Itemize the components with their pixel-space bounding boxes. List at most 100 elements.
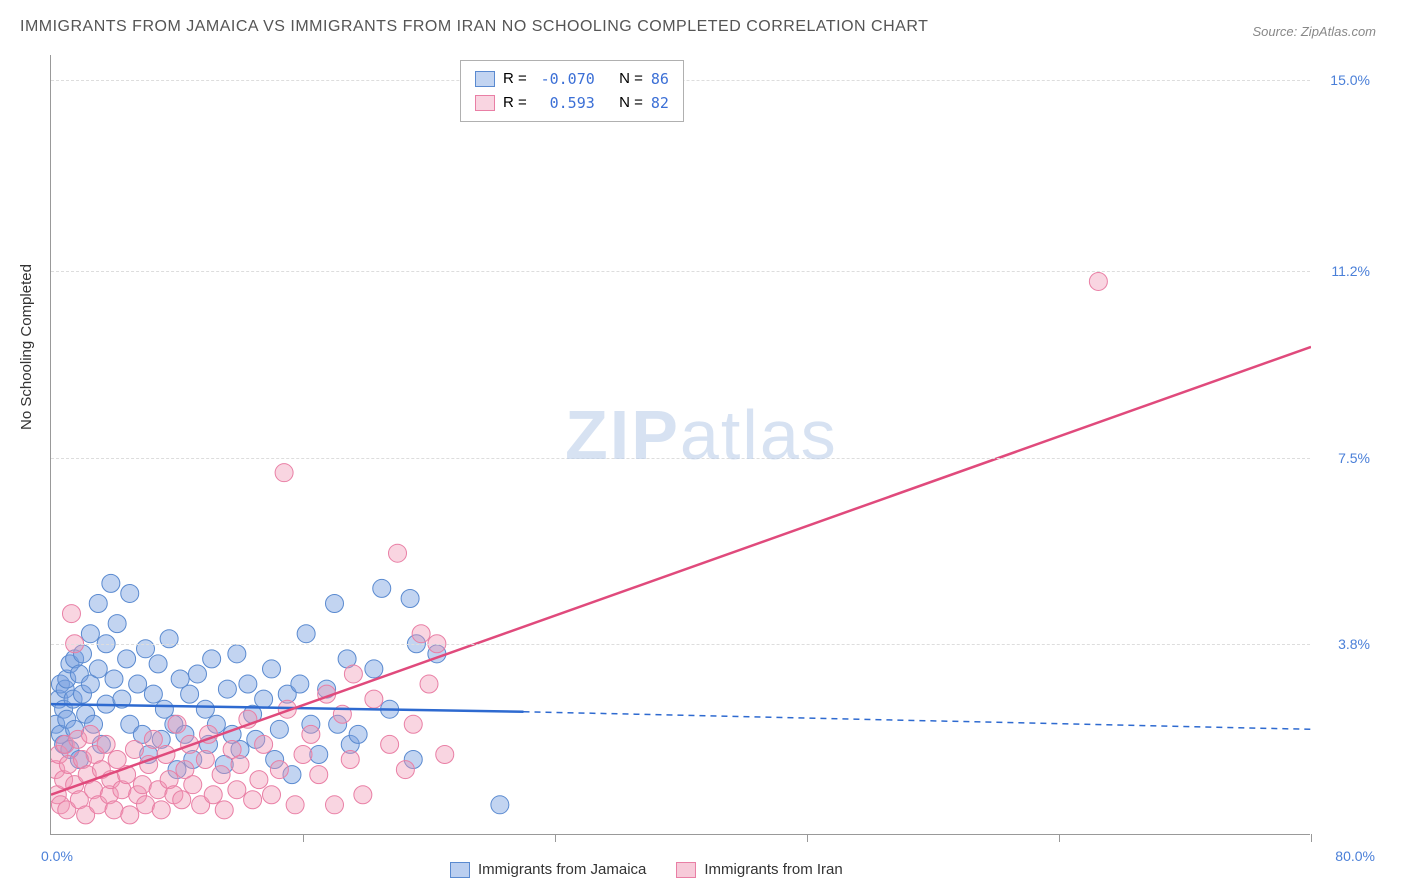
data-point bbox=[436, 745, 454, 763]
data-point bbox=[181, 735, 199, 753]
data-point bbox=[58, 801, 76, 819]
data-point bbox=[66, 720, 84, 738]
legend-n-value: 82 bbox=[651, 91, 669, 115]
data-point bbox=[133, 725, 151, 743]
data-point bbox=[171, 670, 189, 688]
data-point bbox=[55, 700, 73, 718]
data-point bbox=[302, 725, 320, 743]
data-point bbox=[283, 766, 301, 784]
data-point bbox=[176, 725, 194, 743]
legend-n-label: N = bbox=[619, 67, 643, 91]
gridline bbox=[51, 644, 1310, 645]
data-point bbox=[297, 625, 315, 643]
data-point bbox=[270, 761, 288, 779]
data-point bbox=[92, 761, 110, 779]
data-point bbox=[218, 680, 236, 698]
data-point bbox=[51, 725, 69, 743]
data-point bbox=[231, 756, 249, 774]
data-point bbox=[97, 695, 115, 713]
x-tick bbox=[303, 834, 304, 842]
plot-svg bbox=[51, 55, 1311, 835]
data-point bbox=[64, 690, 82, 708]
data-point bbox=[263, 786, 281, 804]
bottom-legend: Immigrants from JamaicaImmigrants from I… bbox=[450, 861, 843, 878]
data-point bbox=[223, 725, 241, 743]
data-point bbox=[168, 761, 186, 779]
legend-r-label: R = bbox=[503, 91, 527, 115]
legend-n-label: N = bbox=[619, 91, 643, 115]
data-point bbox=[121, 715, 139, 733]
data-point bbox=[326, 595, 344, 613]
data-point bbox=[118, 650, 136, 668]
data-point bbox=[244, 705, 262, 723]
data-point bbox=[412, 625, 430, 643]
data-point bbox=[55, 735, 73, 753]
data-point bbox=[105, 801, 123, 819]
data-point bbox=[344, 665, 362, 683]
data-point bbox=[77, 705, 95, 723]
legend-swatch bbox=[475, 95, 495, 111]
data-point bbox=[157, 745, 175, 763]
data-point bbox=[215, 756, 233, 774]
data-point bbox=[155, 700, 173, 718]
regression-line bbox=[51, 347, 1311, 795]
data-point bbox=[92, 735, 110, 753]
correlation-legend: R =-0.070 N =86R =0.593 N =82 bbox=[460, 60, 684, 122]
data-point bbox=[192, 796, 210, 814]
data-point bbox=[184, 776, 202, 794]
data-point bbox=[140, 756, 158, 774]
data-point bbox=[74, 751, 92, 769]
data-point bbox=[239, 710, 257, 728]
data-point bbox=[204, 786, 222, 804]
data-point bbox=[160, 630, 178, 648]
data-point bbox=[278, 700, 296, 718]
data-point bbox=[152, 730, 170, 748]
regression-line-extrapolated bbox=[524, 712, 1312, 730]
data-point bbox=[108, 751, 126, 769]
data-point bbox=[77, 806, 95, 824]
data-point bbox=[373, 579, 391, 597]
data-point bbox=[55, 771, 73, 789]
y-tick-label: 3.8% bbox=[1338, 636, 1370, 652]
data-point bbox=[51, 786, 66, 804]
data-point bbox=[51, 761, 65, 779]
data-point bbox=[329, 715, 347, 733]
x-tick bbox=[555, 834, 556, 842]
data-point bbox=[173, 791, 191, 809]
data-point bbox=[294, 745, 312, 763]
data-point bbox=[165, 786, 183, 804]
data-point bbox=[207, 715, 225, 733]
data-point bbox=[266, 751, 284, 769]
data-point bbox=[188, 665, 206, 683]
x-tick bbox=[807, 834, 808, 842]
data-point bbox=[149, 655, 167, 673]
data-point bbox=[70, 751, 88, 769]
data-point bbox=[1089, 272, 1107, 290]
data-point bbox=[381, 735, 399, 753]
legend-n-value: 86 bbox=[651, 67, 669, 91]
data-point bbox=[196, 700, 214, 718]
data-point bbox=[318, 685, 336, 703]
data-point bbox=[137, 640, 155, 658]
data-point bbox=[102, 574, 120, 592]
data-point bbox=[113, 781, 131, 799]
data-point bbox=[200, 735, 218, 753]
gridline bbox=[51, 271, 1310, 272]
chart-title: IMMIGRANTS FROM JAMAICA VS IMMIGRANTS FR… bbox=[20, 18, 928, 36]
data-point bbox=[381, 700, 399, 718]
data-point bbox=[341, 751, 359, 769]
data-point bbox=[168, 715, 186, 733]
data-point bbox=[81, 725, 99, 743]
data-point bbox=[51, 675, 69, 693]
y-tick-label: 7.5% bbox=[1338, 450, 1370, 466]
data-point bbox=[263, 660, 281, 678]
data-point bbox=[196, 751, 214, 769]
data-point bbox=[133, 776, 151, 794]
data-point bbox=[250, 771, 268, 789]
data-point bbox=[231, 740, 249, 758]
y-axis-label: No Schooling Completed bbox=[18, 264, 35, 430]
data-point bbox=[113, 690, 131, 708]
x-min-label: 0.0% bbox=[41, 848, 73, 864]
data-point bbox=[247, 730, 265, 748]
data-point bbox=[212, 766, 230, 784]
